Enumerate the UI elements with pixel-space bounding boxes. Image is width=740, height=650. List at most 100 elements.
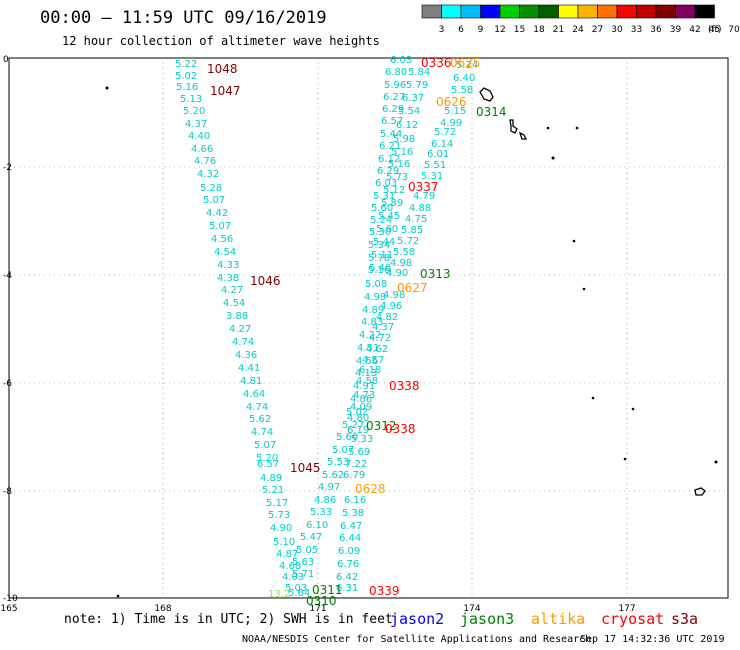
wave-height-value: 5.72 xyxy=(434,127,456,138)
island-outlines xyxy=(105,86,718,598)
wave-height-value: 4.09 xyxy=(350,402,372,413)
wave-height-value: 5.85 xyxy=(401,225,423,236)
wave-height-value: 5.22 xyxy=(175,59,197,70)
island-dot xyxy=(575,126,579,130)
wave-height-value: 5.78 xyxy=(368,253,390,264)
wave-height-value: 5.24 xyxy=(456,60,478,71)
wave-height-value: 5.20 xyxy=(183,106,205,117)
legend-swatch xyxy=(616,4,637,19)
legend-label: 33 xyxy=(631,25,642,35)
legend-label: 42 xyxy=(689,25,700,35)
wave-height-value: 5.73 xyxy=(386,172,408,183)
wave-height-value: 5.71 xyxy=(292,569,314,580)
wave-height-value: 5.33 xyxy=(310,507,332,518)
wave-height-value: 4.41 xyxy=(238,363,260,374)
wave-height-value: 6.01 xyxy=(427,149,449,160)
wave-height-value: 4.27 xyxy=(221,285,243,296)
wave-height-value: 4.83 xyxy=(361,317,383,328)
wave-height-value: 6.21 xyxy=(379,141,401,152)
pass-time-label: 0312 xyxy=(366,419,397,433)
wave-height-value: 4.62 xyxy=(366,344,388,355)
legend-label: 18 xyxy=(533,25,545,35)
wave-height-value: 4.54 xyxy=(214,247,236,258)
legend-label: 39 xyxy=(670,25,682,35)
wave-height-value: 13.2 xyxy=(268,589,290,600)
wave-height-value: 4.74 xyxy=(246,402,268,413)
island-dot xyxy=(551,156,555,160)
wave-height-value: 6.44 xyxy=(339,533,361,544)
wave-height-value: 4.80 xyxy=(347,413,369,424)
wave-height-value: 6.40 xyxy=(453,73,475,84)
legend-unit: (ft) xyxy=(708,25,722,35)
wave-height-value: 3.88 xyxy=(226,311,248,322)
wave-height-value: 5.07 xyxy=(332,445,354,456)
color-scale-legend: 3 6 9 12 15 18 21 24 27 30 33 36 39 42 45 70(ft) xyxy=(421,4,740,35)
wave-height-value: 6.18 xyxy=(359,365,381,376)
legend-label: 12 xyxy=(494,25,505,35)
wave-height-value: 5.02 xyxy=(346,407,368,418)
wave-height-value: 5.11 xyxy=(371,250,393,261)
wave-height-value: 4.88 xyxy=(409,203,431,214)
wave-height-value: 5.24 xyxy=(370,215,392,226)
wave-height-value: 6.19 xyxy=(347,425,369,436)
wave-height-value: 5.60 xyxy=(376,224,398,235)
wave-height-value: 4.74 xyxy=(232,337,254,348)
wave-height-value: 6.29 xyxy=(382,104,404,115)
legend-swatch xyxy=(558,4,579,19)
wave-height-value: 4.56 xyxy=(211,234,233,245)
wave-height-value: 5.15 xyxy=(444,106,466,117)
wave-height-value: 5.17 xyxy=(266,498,288,509)
track-d: 5.845.796.375.546.125.985.165.165.735.12… xyxy=(369,67,430,274)
legend-label: 36 xyxy=(650,25,662,35)
wave-height-value: 5.98 xyxy=(393,134,415,145)
wave-height-value: 4.99 xyxy=(440,118,462,129)
pass-time-label: 0311 xyxy=(312,583,343,597)
map-frame xyxy=(8,57,729,599)
wave-height-value: 4.89 xyxy=(260,473,282,484)
pass-time-label: 0313 xyxy=(420,267,451,281)
legend-swatch xyxy=(694,4,715,19)
wave-height-value: 5.31 xyxy=(421,171,443,182)
wave-height-value: 4.36 xyxy=(235,350,257,361)
legend-label: 3 xyxy=(439,25,445,35)
wave-height-value: 6.57 xyxy=(381,116,403,127)
wave-height-value: 4.73 xyxy=(353,390,375,401)
lon-tick-label: 177 xyxy=(618,604,635,614)
pass-time-label: 1045 xyxy=(290,461,321,475)
wave-height-value: 5.31 xyxy=(373,191,395,202)
wave-height-value: 5.10 xyxy=(273,537,295,548)
wave-height-value: 4.87 xyxy=(276,549,298,560)
wave-height-value: 4.56 xyxy=(356,356,378,367)
wave-height-value: 6.12 xyxy=(396,120,418,131)
wave-height-value: 4.68 xyxy=(279,561,301,572)
pass-time-label: 0310 xyxy=(306,594,337,608)
track-a: 5.225.025.165.135.204.374.404.664.764.32… xyxy=(175,59,310,599)
wave-height-value: 5.54 xyxy=(398,106,420,117)
altimeter-tracks: 5.225.025.165.135.204.374.404.664.764.32… xyxy=(175,55,478,600)
wave-height-value: 5.53 xyxy=(327,457,349,468)
island-dot xyxy=(572,239,576,243)
wave-height-value: 4.32 xyxy=(197,169,219,180)
wave-height-value: 5.33 xyxy=(351,434,373,445)
wave-height-value: 4.86 xyxy=(350,394,372,405)
wave-height-value: 4.96 xyxy=(380,301,402,312)
wave-height-value: 4.98 xyxy=(383,290,405,301)
wave-height-value: 6.14 xyxy=(431,139,453,150)
wave-height-value: 4.37 xyxy=(185,119,207,130)
wave-height-value: 5.51 xyxy=(424,160,446,171)
wave-height-value: 5.28 xyxy=(200,183,222,194)
wave-height-value: 4.13 xyxy=(355,368,377,379)
wave-height-value: 5.05 xyxy=(296,545,318,556)
map-subtitle: 12 hour collection of altimeter wave hei… xyxy=(62,34,380,48)
wave-height-value: 5.63 xyxy=(292,557,314,568)
wave-height-value: 5.58 xyxy=(451,85,473,96)
wave-height-value: 4.38 xyxy=(217,273,239,284)
wave-height-value: 4.76 xyxy=(194,156,216,167)
wave-height-value: 6.31 xyxy=(336,583,358,594)
lon-tick-label: 165 xyxy=(0,604,17,614)
island-outline xyxy=(509,119,518,134)
lon-tick-label: 174 xyxy=(463,604,480,614)
wave-height-value: 4.82 xyxy=(376,312,398,323)
wave-height-value: 6.57 xyxy=(257,459,279,470)
wave-height-value: 5.07 xyxy=(254,440,276,451)
